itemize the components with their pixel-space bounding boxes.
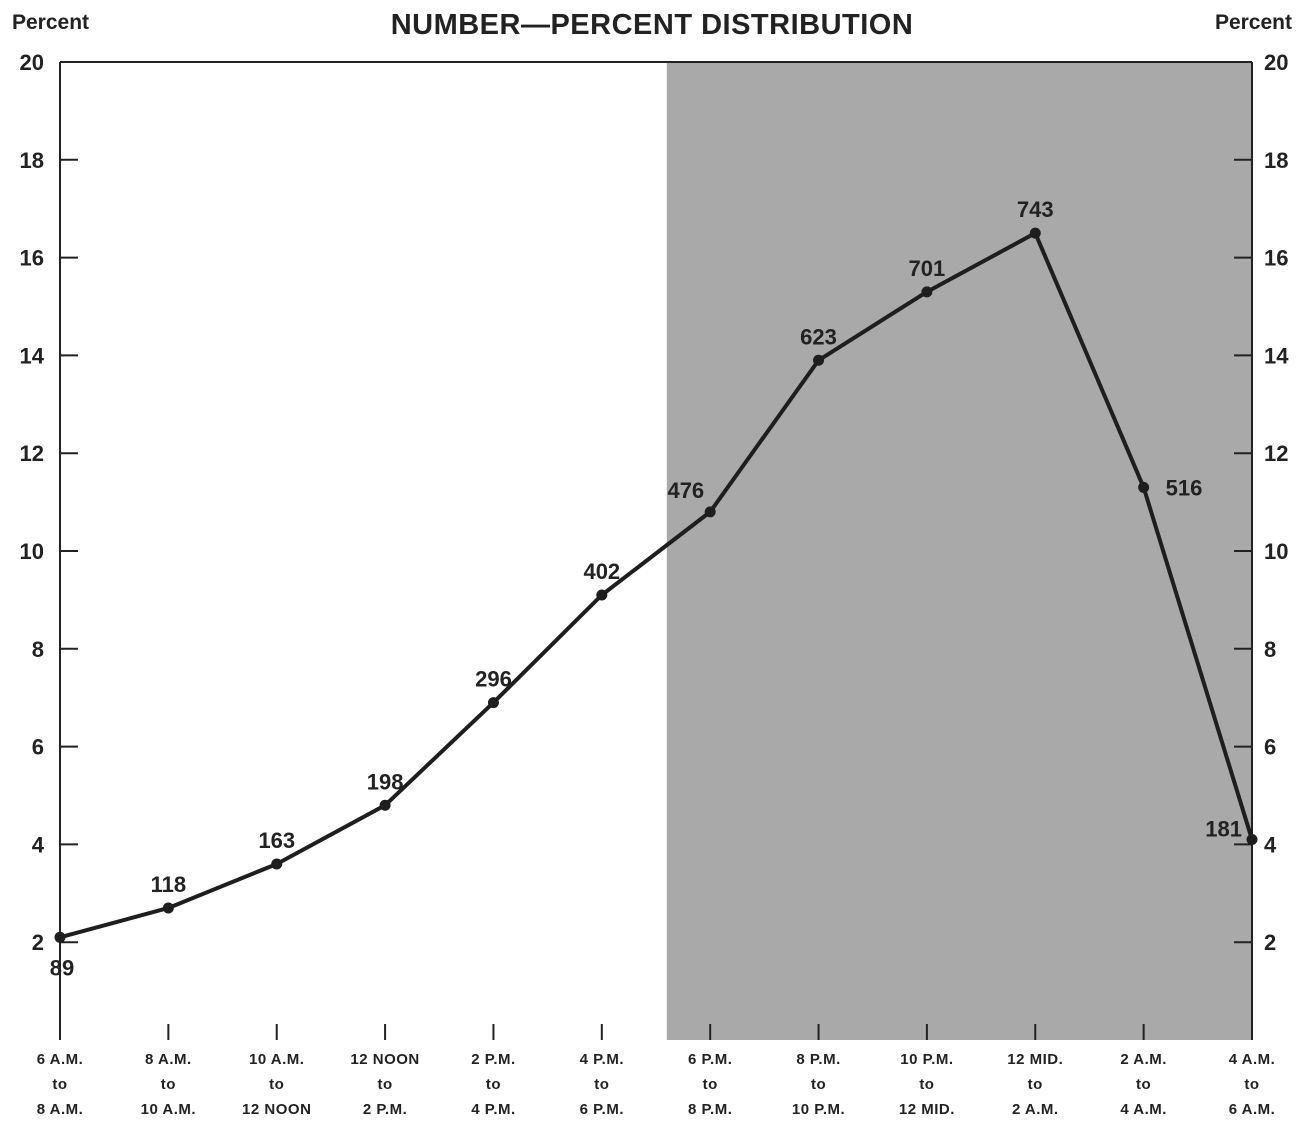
- data-point: [596, 589, 608, 601]
- y-tick-label-right: 8: [1264, 637, 1276, 662]
- x-tick-label: to: [594, 1076, 609, 1093]
- x-tick-label: to: [1136, 1076, 1151, 1093]
- data-point: [54, 931, 66, 943]
- x-tick-label: 4 A.M.: [1120, 1101, 1167, 1118]
- x-tick-label: to: [919, 1076, 934, 1093]
- data-label: 402: [583, 559, 620, 584]
- x-tick-label: 8 P.M.: [688, 1101, 732, 1118]
- y-tick-label-right: 6: [1264, 735, 1276, 760]
- y-tick-label-left: 18: [20, 148, 44, 173]
- x-tick-label: 6 A.M.: [1229, 1101, 1276, 1118]
- data-point: [487, 697, 499, 709]
- x-tick-label: 10 A.M.: [249, 1051, 304, 1068]
- x-tick-label: to: [703, 1076, 718, 1093]
- data-point: [813, 354, 825, 366]
- x-tick-label: 4 P.M.: [580, 1051, 624, 1068]
- y-tick-label-right: 18: [1264, 148, 1288, 173]
- right-axis-label: Percent: [1215, 11, 1292, 34]
- data-point: [1138, 481, 1150, 493]
- x-tick-label: 12 NOON: [242, 1101, 311, 1118]
- x-tick-label: 10 A.M.: [141, 1101, 196, 1118]
- y-tick-label-right: 14: [1264, 343, 1289, 368]
- x-tick-label: 4 P.M.: [471, 1101, 515, 1118]
- night-shaded-region: [666, 62, 1252, 1040]
- y-tick-label-right: 12: [1264, 441, 1288, 466]
- x-tick-label: to: [486, 1076, 501, 1093]
- y-tick-label-right: 20: [1264, 50, 1288, 75]
- data-label: 118: [151, 872, 187, 897]
- x-tick-label: 8 P.M.: [796, 1051, 840, 1068]
- data-point: [704, 506, 716, 518]
- y-tick-label-right: 2: [1264, 930, 1276, 955]
- x-tick-label: 2 A.M.: [1012, 1101, 1059, 1118]
- chart-title: NUMBER—PERCENT DISTRIBUTION: [391, 9, 914, 41]
- data-point: [921, 286, 933, 298]
- data-label: 163: [258, 828, 295, 853]
- y-tick-label-right: 10: [1264, 539, 1288, 564]
- x-tick-label: to: [378, 1076, 393, 1093]
- data-label: 296: [475, 667, 512, 692]
- x-tick-label: 6 P.M.: [688, 1051, 732, 1068]
- data-point: [1246, 834, 1258, 846]
- x-tick-label: to: [269, 1076, 284, 1093]
- data-label: 89: [50, 955, 74, 980]
- data-label: 743: [1017, 197, 1054, 222]
- x-tick-label: to: [161, 1076, 176, 1093]
- x-tick-label: 12 NOON: [350, 1051, 419, 1068]
- x-tick-label: 8 A.M.: [37, 1101, 84, 1118]
- y-tick-label-left: 4: [32, 832, 45, 857]
- data-label: 701: [909, 256, 946, 281]
- y-tick-label-right: 16: [1264, 246, 1288, 271]
- x-tick-label: 6 P.M.: [580, 1101, 624, 1118]
- y-tick-label-left: 16: [20, 246, 44, 271]
- y-tick-label-left: 6: [32, 735, 44, 760]
- left-axis-label: Percent: [12, 11, 89, 34]
- x-tick-label: to: [1244, 1076, 1259, 1093]
- x-tick-label: to: [1028, 1076, 1043, 1093]
- y-tick-label-right: 4: [1264, 832, 1277, 857]
- data-label: 516: [1166, 475, 1203, 500]
- series-line: [59, 231, 1254, 940]
- data-label: 181: [1205, 817, 1242, 842]
- data-point: [1029, 227, 1041, 239]
- data-point: [271, 858, 283, 870]
- x-tick-label: 2 A.M.: [1120, 1051, 1167, 1068]
- x-tick-label: 6 A.M.: [37, 1051, 84, 1068]
- y-tick-label-left: 10: [20, 539, 44, 564]
- y-tick-label-left: 12: [20, 441, 44, 466]
- x-tick-label: to: [52, 1076, 67, 1093]
- x-tick-label: 10 P.M.: [900, 1051, 953, 1068]
- x-tick-label: 2 P.M.: [363, 1101, 407, 1118]
- x-tick-label: to: [811, 1076, 826, 1093]
- x-tick-label: 4 A.M.: [1229, 1051, 1276, 1068]
- data-label: 476: [667, 478, 704, 503]
- data-point: [379, 799, 391, 811]
- y-tick-label-left: 20: [20, 50, 44, 75]
- y-tick-label-left: 14: [20, 343, 45, 368]
- y-tick-label-left: 2: [32, 930, 44, 955]
- data-label: 198: [367, 769, 404, 794]
- x-tick-label: 12 MID.: [899, 1101, 955, 1118]
- data-label: 623: [800, 324, 837, 349]
- data-point: [162, 902, 174, 914]
- x-tick-label: 2 P.M.: [471, 1051, 515, 1068]
- y-tick-label-left: 8: [32, 637, 44, 662]
- x-tick-label: 12 MID.: [1007, 1051, 1063, 1068]
- x-tick-label: 8 A.M.: [145, 1051, 192, 1068]
- x-tick-label: 10 P.M.: [792, 1101, 845, 1118]
